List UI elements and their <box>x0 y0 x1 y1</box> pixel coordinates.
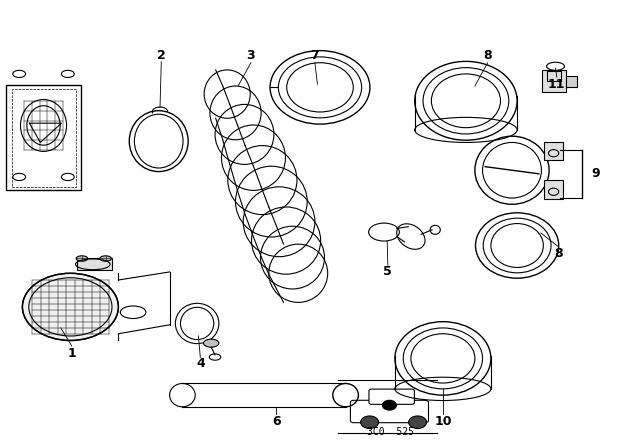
Text: 9: 9 <box>591 167 600 181</box>
Text: 3: 3 <box>246 49 255 62</box>
Bar <box>542 70 566 92</box>
Ellipse shape <box>22 273 118 340</box>
Bar <box>544 180 563 199</box>
FancyBboxPatch shape <box>369 389 415 405</box>
Text: 2: 2 <box>157 49 166 62</box>
Bar <box>6 85 81 190</box>
Text: 10: 10 <box>434 414 452 428</box>
Ellipse shape <box>409 416 427 428</box>
Text: 4: 4 <box>196 357 205 370</box>
Bar <box>547 71 561 81</box>
Text: 8: 8 <box>554 246 563 260</box>
Text: 3C0  525: 3C0 525 <box>367 427 414 437</box>
Bar <box>77 258 112 270</box>
Text: 8: 8 <box>483 49 492 62</box>
Bar <box>566 76 577 87</box>
Ellipse shape <box>361 416 379 428</box>
Text: 1: 1 <box>67 346 76 360</box>
Text: 6: 6 <box>272 414 281 428</box>
Text: 11: 11 <box>548 78 566 91</box>
Bar <box>12 89 76 187</box>
Text: 7: 7 <box>310 49 319 62</box>
Ellipse shape <box>383 401 397 410</box>
Ellipse shape <box>204 339 219 347</box>
Ellipse shape <box>100 256 111 261</box>
FancyBboxPatch shape <box>351 401 429 423</box>
Bar <box>544 142 563 160</box>
Ellipse shape <box>76 256 88 261</box>
Text: 5: 5 <box>383 265 392 279</box>
